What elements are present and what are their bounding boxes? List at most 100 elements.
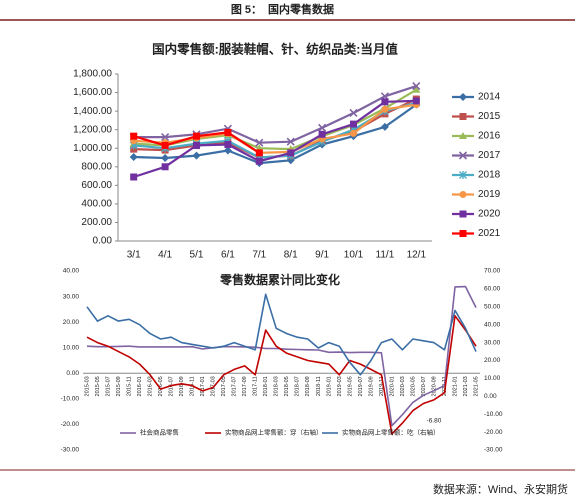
data-label: -6.80 [427,417,442,424]
legend-marker [459,93,467,101]
marker [287,149,295,157]
x-tick-label: 2019-09 [368,376,374,396]
legend-marker [459,171,467,179]
x-tick-label: 2019-07 [358,376,364,396]
x-tick-label: 8/1 [284,250,298,261]
y2-tick-label: -10.00 [484,411,503,418]
x-tick-label: 2021-05 [473,376,479,396]
marker [412,81,421,91]
y-tick-label: 1,400.00 [73,106,112,117]
y-tick-label: 1,000.00 [73,143,112,154]
y2-tick-label: 10.00 [484,375,501,382]
y-tick-label: 200.00 [81,217,112,228]
x-tick-label: 2020-09 [431,376,437,396]
marker [161,141,169,149]
x-tick-label: 2018-11 [316,376,322,396]
legend-label: 实物商品网上零售额：穿（右轴） [225,428,323,437]
x-tick-label: 2018-07 [295,376,301,396]
x-tick-label: 2018-03 [274,376,280,396]
x-tick-label: 2018-05 [284,376,290,396]
y2-tick-label: 60.00 [484,286,501,293]
figure-title: 国内零售数据 [268,2,334,16]
marker [224,128,232,136]
y-tick-label: 0.00 [66,370,79,377]
series-line [133,99,417,179]
marker [318,123,327,132]
marker [255,157,263,165]
y-tick-label: -30.00 [61,447,80,454]
x-tick-label: 2017-11 [253,376,259,396]
x-tick-label: 2021-01 [452,376,458,396]
legend-marker [459,210,467,218]
chart-title: 零售数据累计同比变化 [219,272,340,287]
x-tick-label: 2020-01 [389,376,395,396]
marker [412,97,420,105]
legend-marker [459,132,467,139]
series-line [86,315,477,435]
x-tick-label: 6/1 [221,250,235,261]
x-tick-label: 2015-03 [84,376,90,396]
y2-tick-label: 0.00 [484,393,497,400]
x-tick-label: 2018-09 [305,376,311,396]
x-tick-label: 4/1 [158,250,172,261]
x-tick-label: 2019-05 [347,376,353,396]
legend-label: 2021 [478,228,501,239]
x-tick-label: 2020-07 [421,376,427,396]
series-line [133,88,417,151]
y2-tick-label: -20.00 [484,429,503,436]
legend-marker [459,113,467,120]
x-tick-label: 3/1 [127,250,141,261]
y-tick-label: 800.00 [81,161,112,172]
y-tick-label: 0.00 [93,236,113,247]
legend-marker [459,230,467,237]
x-tick-label: 2020-03 [400,376,406,396]
y-tick-label: -20.00 [61,421,80,428]
legend-label: 2019 [478,189,501,200]
y-tick-label: 10.00 [63,344,80,351]
marker [130,132,138,140]
x-tick-label: 5/1 [190,250,204,261]
legend-label: 2017 [478,150,501,161]
marker [161,163,169,171]
y-tick-label: 1,800.00 [73,69,112,80]
chart-title: 国内零售额:服装鞋帽、针、纺织品类:当月值 [152,41,398,56]
marker [192,151,201,160]
x-tick-label: 12/1 [407,250,427,261]
marker [193,132,200,140]
legend-label: 2018 [478,170,501,181]
x-tick-label: 2020-05 [410,376,416,396]
x-tick-label: 11/1 [376,250,395,261]
marker [381,105,389,113]
series-line [86,293,477,376]
legend-label: 社会商品零售 [140,428,179,437]
y-tick-label: -10.00 [61,396,80,403]
legend-label: 2015 [478,111,501,122]
x-tick-label: 2019-03 [337,376,343,396]
x-tick-label: 2016-07 [169,376,175,396]
marker [255,138,264,147]
marker [350,129,357,137]
marker [350,120,357,128]
y2-tick-label: 50.00 [484,304,501,311]
marker [193,141,200,149]
x-tick-label: 2015-09 [116,376,122,396]
y-tick-label: 20.00 [63,319,80,326]
legend-label: 2014 [478,92,501,103]
x-tick-label: 7/1 [252,250,266,261]
legend-marker [459,191,467,198]
y2-tick-label: 70.00 [484,268,501,275]
marker [381,98,389,106]
x-tick-label: 2017-07 [232,376,238,396]
y-tick-label: 400.00 [81,199,112,210]
series-line [133,85,417,144]
x-tick-label: 10/1 [344,250,364,261]
legend-label: 2020 [478,209,501,220]
legend-marker [458,151,468,160]
x-tick-label: 2019-01 [326,376,332,396]
x-tick-label: 2017-05 [221,376,227,396]
y-tick-label: 600.00 [81,180,112,191]
y2-tick-label: 20.00 [484,357,501,364]
y2-tick-label: 30.00 [484,339,501,346]
marker [224,141,232,149]
marker [318,130,326,138]
